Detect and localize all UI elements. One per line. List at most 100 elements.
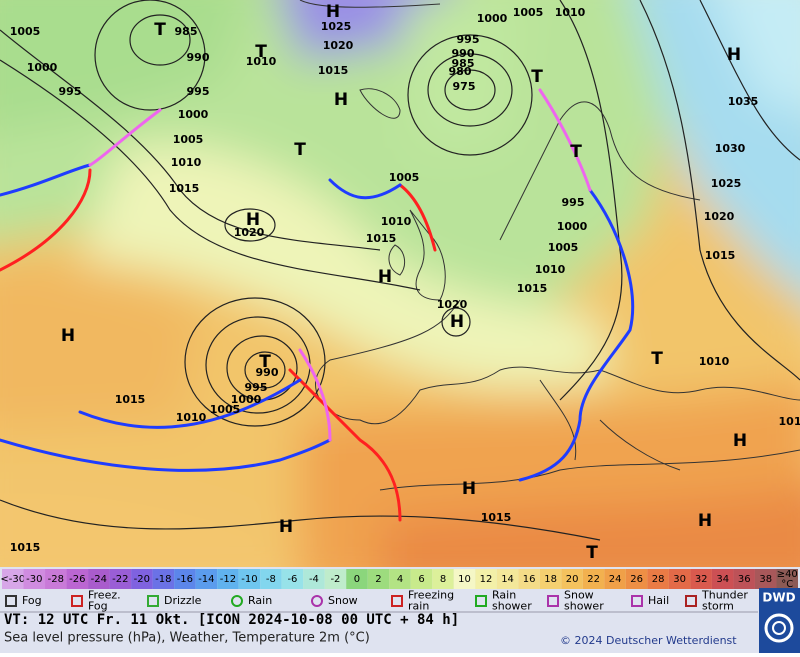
isobar-label: 1015 bbox=[10, 541, 41, 554]
scale-cell bbox=[539, 569, 562, 589]
scale-label: 24 bbox=[609, 574, 622, 585]
isobar-label: 1010 bbox=[555, 6, 586, 19]
isobar-label: 1005 bbox=[10, 25, 41, 38]
scale-label: -16 bbox=[177, 574, 193, 585]
isobar-label: 1020 bbox=[323, 39, 354, 52]
pressure-center: T bbox=[294, 140, 306, 160]
isobar-label: 1000 bbox=[557, 220, 588, 233]
pressure-center: H bbox=[246, 210, 260, 230]
scale-cell bbox=[711, 569, 734, 589]
isobar-label: 1035 bbox=[728, 95, 759, 108]
scale-cell bbox=[389, 569, 411, 589]
scale-label: -6 bbox=[287, 574, 297, 585]
map-description: Sea level pressure (hPa), Weather, Tempe… bbox=[4, 631, 370, 646]
isobar-label: 1020 bbox=[437, 298, 468, 311]
scale-label: 10 bbox=[458, 574, 471, 585]
pressure-center: H bbox=[279, 517, 293, 537]
isobar-label: 1010 bbox=[246, 55, 277, 68]
legend-icon bbox=[685, 595, 697, 607]
scale-label: -20 bbox=[134, 574, 150, 585]
scale-label: -10 bbox=[241, 574, 257, 585]
scale-cell bbox=[453, 569, 476, 589]
legend-label: Fog bbox=[22, 594, 42, 607]
scale-label: 6 bbox=[418, 574, 424, 585]
scale-cell bbox=[195, 569, 218, 589]
scale-cell bbox=[324, 569, 347, 589]
isobar-label: 990 bbox=[452, 47, 475, 60]
isobar-label: 985 bbox=[452, 57, 475, 70]
scale-label: -22 bbox=[112, 574, 128, 585]
scale-label: 0 bbox=[354, 574, 360, 585]
isobar-label: 1000 bbox=[27, 61, 58, 74]
scale-cell bbox=[109, 569, 132, 589]
pressure-center: H bbox=[378, 267, 392, 287]
dwd-logo: DWD bbox=[762, 591, 795, 605]
scale-cell bbox=[217, 569, 239, 589]
scale-cell bbox=[23, 569, 46, 589]
copyright: © 2024 Deutscher Wetterdienst bbox=[560, 634, 737, 647]
legend-label: Rain bbox=[248, 594, 272, 607]
legend-icon bbox=[231, 595, 243, 607]
scale-label: -24 bbox=[91, 574, 107, 585]
pressure-center: H bbox=[462, 479, 476, 499]
scale-cell bbox=[604, 569, 626, 589]
scale-label: 8 bbox=[440, 574, 446, 585]
scale-cell bbox=[690, 569, 712, 589]
legend-label: Freez. Fog bbox=[88, 589, 121, 613]
scale-label: -2 bbox=[330, 574, 340, 585]
scale-cell bbox=[668, 569, 691, 589]
scale-label: 38 bbox=[759, 574, 772, 585]
pressure-center: T bbox=[651, 349, 663, 369]
scale-label: 32 bbox=[695, 574, 708, 585]
isobar-label: 1000 bbox=[231, 393, 262, 406]
scale-cell bbox=[733, 569, 755, 589]
scale-cell bbox=[260, 569, 282, 589]
isobar-label: 1005 bbox=[513, 6, 544, 19]
scale-cell bbox=[561, 569, 583, 589]
pressure-center: T bbox=[259, 352, 271, 372]
scale-label: -8 bbox=[266, 574, 276, 585]
isobar-label: 1005 bbox=[548, 241, 579, 254]
isobar-label: 1020 bbox=[704, 210, 735, 223]
legend-icon bbox=[631, 595, 643, 607]
legend-icon bbox=[5, 595, 17, 607]
legend-background bbox=[0, 590, 800, 653]
pressure-center: H bbox=[733, 431, 747, 451]
scale-label: -30 bbox=[26, 574, 42, 585]
scale-cell bbox=[625, 569, 648, 589]
scale-label: -14 bbox=[198, 574, 214, 585]
isobar-label: 1010 bbox=[171, 156, 202, 169]
pressure-center: T bbox=[531, 67, 543, 87]
scale-label: 20 bbox=[566, 574, 579, 585]
scale-label: 16 bbox=[523, 574, 536, 585]
isobar-label: 1015 bbox=[481, 511, 512, 524]
scale-cell bbox=[496, 569, 519, 589]
isobar-label: 1010 bbox=[381, 215, 412, 228]
scale-cell bbox=[66, 569, 89, 589]
isobar-label: 1010 bbox=[699, 355, 730, 368]
scale-label: 34 bbox=[716, 574, 729, 585]
pressure-center: T bbox=[586, 543, 598, 563]
scale-label: -26 bbox=[69, 574, 85, 585]
pressure-center: H bbox=[61, 326, 75, 346]
pressure-center: T bbox=[154, 20, 166, 40]
isobar-label: 995 bbox=[562, 196, 585, 209]
legend-label: Drizzle bbox=[164, 594, 202, 607]
pressure-center: T bbox=[570, 142, 582, 162]
legend-label: Freezing rain bbox=[408, 589, 454, 613]
isobar-label: 1005 bbox=[173, 133, 204, 146]
scale-cell bbox=[647, 569, 669, 589]
logo-swirl bbox=[764, 613, 794, 643]
legend-icon bbox=[147, 595, 159, 607]
scale-cell bbox=[88, 569, 110, 589]
isobar-label: 1015 bbox=[115, 393, 146, 406]
scale-label: 18 bbox=[544, 574, 557, 585]
isobar-label: 101 bbox=[779, 415, 800, 428]
scale-cell bbox=[582, 569, 605, 589]
map-area: 1005100099598599099510001005101010151020… bbox=[0, 0, 800, 567]
temperature-field bbox=[0, 0, 800, 567]
scale-cell bbox=[174, 569, 196, 589]
isobar-label: 1025 bbox=[321, 20, 352, 33]
scale-cell bbox=[518, 569, 540, 589]
